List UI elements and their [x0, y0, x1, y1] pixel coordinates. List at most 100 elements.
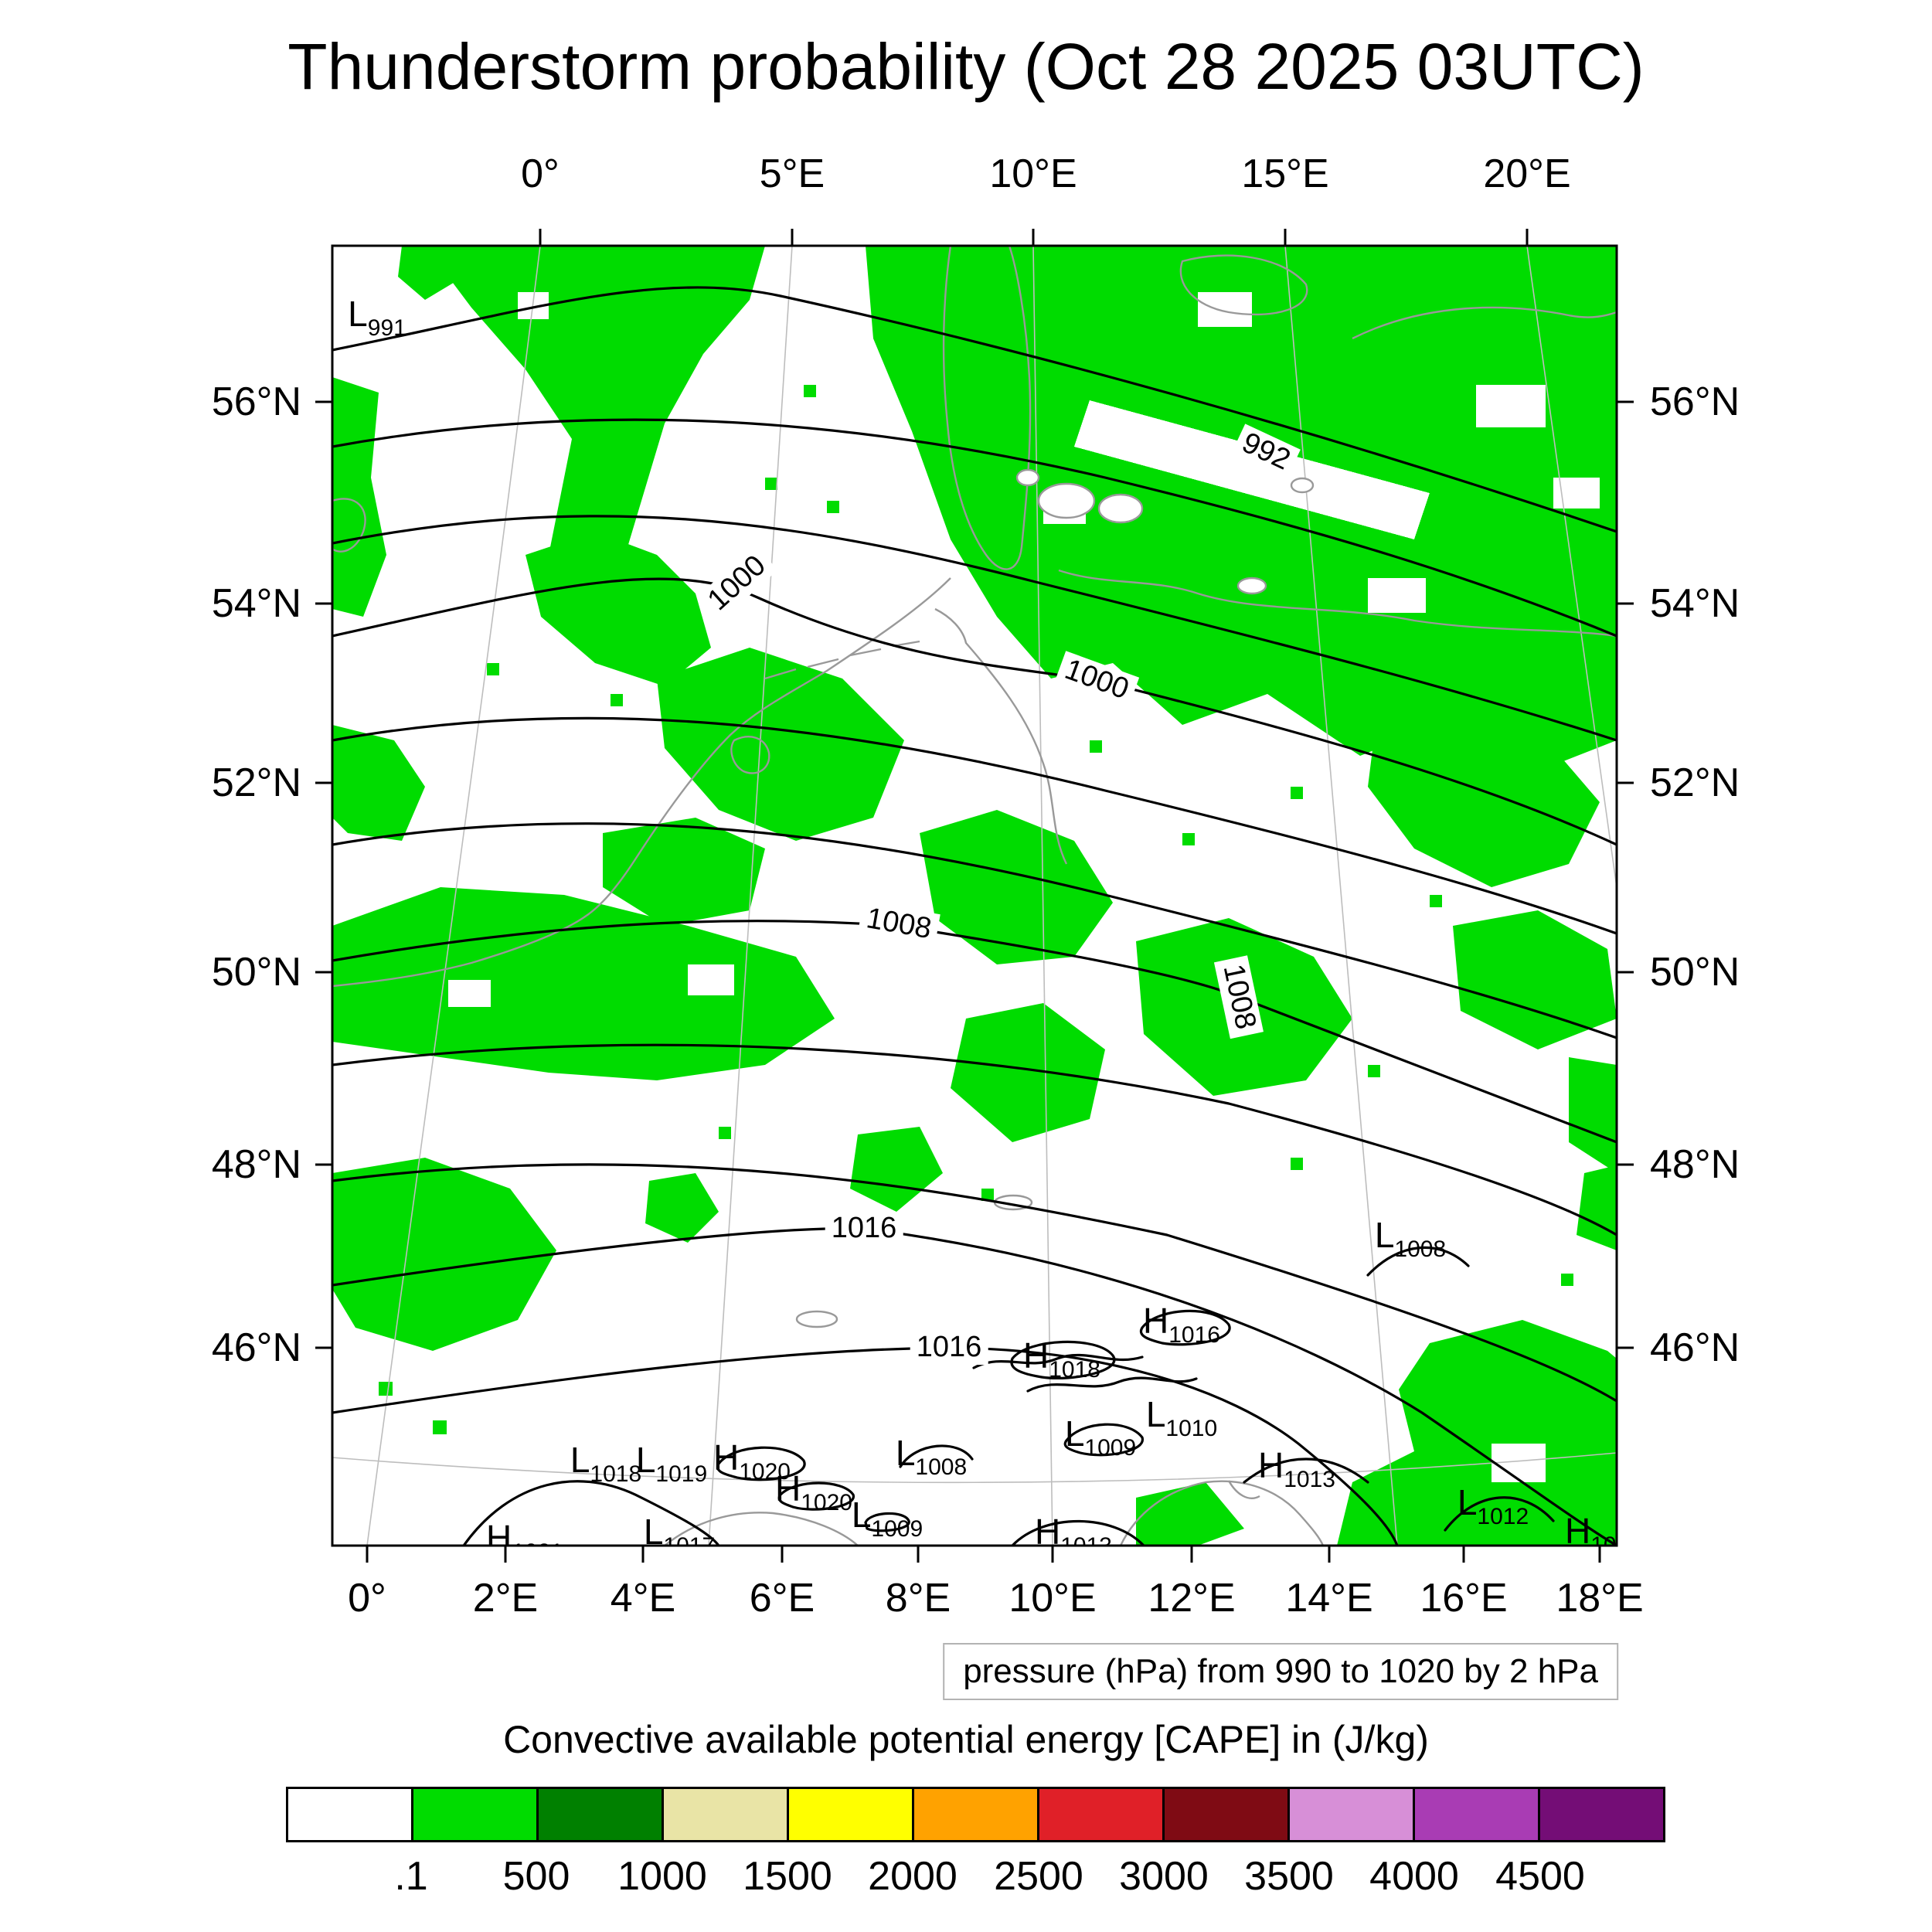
cape-shading-holes: [448, 292, 1600, 1482]
pressure-center-letter: L: [1064, 1413, 1085, 1454]
pressure-center-letter: L: [643, 1512, 664, 1546]
graticule-lines: [332, 246, 1617, 1546]
pressure-center-high: H1018: [1023, 1335, 1100, 1382]
bottom-axis-label: 14°E: [1285, 1576, 1373, 1621]
pressure-center-low: L1019: [635, 1440, 707, 1486]
left-axis-label: 54°N: [211, 581, 301, 626]
top-axis-label: 15°E: [1241, 151, 1329, 196]
pressure-center-value: 1009: [1084, 1435, 1137, 1461]
pressure-center-value: 1010: [1165, 1416, 1218, 1441]
pressure-center-letter: L: [635, 1440, 656, 1480]
pressure-center-letter: H: [1023, 1335, 1049, 1376]
pressure-center-value: 1018: [1049, 1357, 1100, 1383]
pressure-center-value: 1013: [1284, 1467, 1335, 1492]
colorbar-tick-label: 500: [502, 1854, 570, 1899]
coastlines: [332, 246, 1617, 1546]
bottom-axis-label: 2°E: [472, 1576, 539, 1621]
isobar-label: 1016: [825, 1212, 903, 1246]
pressure-center-high: H1013: [1035, 1514, 1112, 1546]
bottom-axis-label: 10°E: [1009, 1576, 1097, 1621]
colorbar-tick-label: 4500: [1495, 1854, 1585, 1899]
colorbar-tick-label: 2000: [868, 1854, 957, 1899]
isobar-label: 1016: [910, 1331, 988, 1365]
pressure-center-letter: H: [486, 1518, 512, 1546]
pressure-center-value: 1013: [1060, 1533, 1112, 1546]
chart-title: Thunderstorm probability (Oct 28 2025 03…: [287, 30, 1645, 103]
colorbar-segment: [789, 1789, 914, 1840]
pressure-center-low: L1017: [644, 1514, 715, 1546]
isobar-label: 992: [1230, 423, 1301, 481]
left-axis-label: 50°N: [211, 950, 301, 995]
left-axis-label: 52°N: [211, 760, 301, 805]
pressure-center-low: L1009: [1064, 1413, 1136, 1460]
map-label-layer: 992 1000 1000 1008 1008 1016 1016 L991 L…: [332, 246, 1617, 1546]
right-axis-label: 48°N: [1650, 1142, 1740, 1187]
colorbar-tick-label: 3000: [1119, 1854, 1209, 1899]
colorbar-segment: [1540, 1789, 1663, 1840]
cape-colorbar: [286, 1787, 1665, 1842]
pressure-center-value: 1008: [915, 1454, 968, 1480]
pressure-center-high: H1013: [1258, 1447, 1335, 1492]
pressure-center-letter: L: [851, 1495, 872, 1535]
pressure-center-letter: L: [1457, 1482, 1478, 1522]
map-canvas: [315, 229, 1634, 1563]
isobar-label: 1000: [696, 545, 778, 622]
pressure-center-value: 1016: [1168, 1322, 1220, 1348]
isobar-contours: [332, 286, 1617, 1546]
isobar-label: 1008: [1214, 955, 1264, 1039]
pressure-center-value: 1017: [663, 1533, 715, 1546]
bottom-axis-label: 12°E: [1148, 1576, 1236, 1621]
right-axis-label: 54°N: [1650, 581, 1740, 626]
pressure-center-high: H1016: [1143, 1301, 1220, 1347]
colorbar-segment: [1415, 1789, 1540, 1840]
pressure-center-value: 1009: [871, 1516, 923, 1542]
pressure-center-letter: H: [775, 1468, 801, 1509]
pressure-center-low: L1010: [1146, 1396, 1217, 1440]
legend-title: Convective available potential energy [C…: [503, 1718, 1429, 1761]
colorbar-tick-label: 4000: [1369, 1854, 1459, 1899]
bottom-axis-label: 6°E: [749, 1576, 815, 1621]
colorbar-tick-label: .1: [394, 1854, 428, 1899]
pressure-center-value: 1012: [1477, 1504, 1529, 1529]
colorbar-segment: [1039, 1789, 1165, 1840]
pressure-center-letter: H: [1565, 1511, 1591, 1546]
colorbar-segment: [1290, 1789, 1415, 1840]
pressure-center-high: H1020: [713, 1437, 791, 1484]
pressure-center-letter: H: [713, 1437, 740, 1478]
colorbar-tick-label: 2500: [994, 1854, 1083, 1899]
pressure-center-letter: L: [895, 1433, 916, 1473]
right-axis-label: 46°N: [1650, 1325, 1740, 1370]
bottom-axis-label: 8°E: [885, 1576, 951, 1621]
top-axis-label: 10°E: [989, 151, 1077, 196]
pressure-center-low: L1008: [1374, 1215, 1446, 1261]
bottom-axis-label: 16°E: [1420, 1576, 1508, 1621]
map-frame: [331, 244, 1618, 1547]
right-axis-label: 50°N: [1650, 950, 1740, 995]
left-axis-label: 48°N: [211, 1142, 301, 1187]
colorbar-segment: [1165, 1789, 1290, 1840]
pressure-center-value: 1021: [512, 1539, 563, 1546]
pressure-center-letter: L: [1374, 1215, 1395, 1255]
pressure-center-letter: L: [348, 294, 368, 334]
top-axis-label: 5°E: [759, 151, 825, 196]
pressure-center-high: H1021: [486, 1520, 563, 1546]
colorbar-tick-label: 1500: [743, 1854, 832, 1899]
colorbar-segment: [288, 1789, 413, 1840]
pressure-center-low: L1008: [895, 1433, 967, 1479]
pressure-center-letter: H: [1143, 1301, 1169, 1341]
pressure-center-high: H1013: [1565, 1513, 1617, 1546]
pressure-center-low: L991: [348, 294, 406, 340]
isobar-label: 1008: [857, 900, 940, 948]
pressure-caption: pressure (hPa) from 990 to 1020 by 2 hPa: [943, 1643, 1618, 1700]
colorbar-segment: [914, 1789, 1039, 1840]
axis-ticks: [315, 229, 1634, 1563]
top-axis-label: 20°E: [1483, 151, 1571, 196]
pressure-center-value: 1018: [590, 1461, 642, 1487]
colorbar-segment: [664, 1789, 789, 1840]
isobar-label: 1000: [1054, 651, 1139, 709]
pressure-center-value: 1019: [655, 1461, 708, 1487]
pressure-center-value: 1013: [1590, 1532, 1617, 1546]
pressure-center-value: 991: [367, 315, 406, 341]
colorbar-tick-label: 3500: [1244, 1854, 1334, 1899]
